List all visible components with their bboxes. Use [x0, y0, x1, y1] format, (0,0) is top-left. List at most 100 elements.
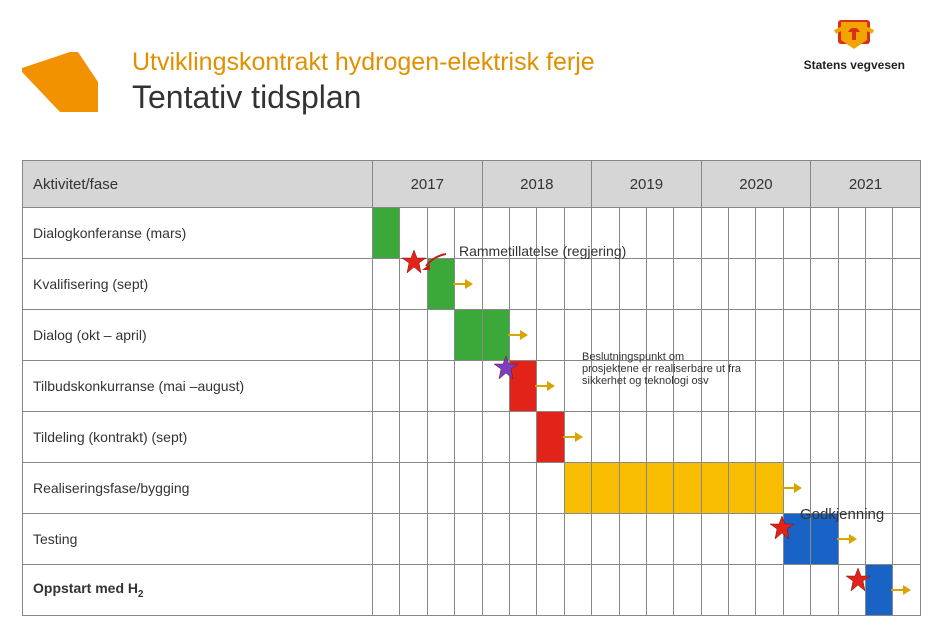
gantt-bar	[620, 463, 646, 513]
table-row: Dialog (okt – april)	[23, 310, 921, 361]
brand-logo-block: Statens vegvesen	[804, 18, 905, 72]
gantt-cell	[509, 412, 536, 463]
gantt-cell	[427, 514, 454, 565]
gantt-cell	[564, 310, 591, 361]
gantt-cell	[400, 361, 427, 412]
gantt-bar	[866, 565, 892, 615]
gantt-cell	[482, 565, 509, 616]
gantt-cell	[756, 310, 783, 361]
gantt-cell	[455, 310, 482, 361]
gantt-cell	[537, 259, 564, 310]
gantt-cell	[373, 361, 400, 412]
gantt-cell	[482, 361, 509, 412]
gantt-cell	[701, 310, 728, 361]
table-row: Kvalifisering (sept)	[23, 259, 921, 310]
gantt-cell	[756, 514, 783, 565]
gantt-cell	[373, 259, 400, 310]
gantt-cell	[811, 412, 838, 463]
gantt-cell	[427, 208, 454, 259]
gantt-cell	[537, 310, 564, 361]
gantt-cell	[400, 514, 427, 565]
gantt-cell	[619, 361, 646, 412]
gantt-cell	[674, 412, 701, 463]
gantt-cell	[783, 412, 810, 463]
gantt-cell	[592, 565, 619, 616]
gantt-cell	[838, 565, 865, 616]
callout-arrow-icon	[420, 252, 450, 277]
gantt-cell	[783, 514, 810, 565]
header: Utviklingskontrakt hydrogen-elektrisk fe…	[132, 48, 913, 116]
gantt-cell	[564, 565, 591, 616]
gantt-cell	[811, 565, 838, 616]
gantt-cell	[592, 361, 619, 412]
gantt-cell	[619, 208, 646, 259]
table-row: Dialogkonferanse (mars)	[23, 208, 921, 259]
brand-name: Statens vegvesen	[804, 58, 905, 72]
accent-shape-icon	[22, 52, 98, 112]
gantt-cell	[400, 565, 427, 616]
gantt-cell	[756, 259, 783, 310]
gantt-cell	[427, 412, 454, 463]
gantt-cell	[537, 361, 564, 412]
gantt-cell	[783, 565, 810, 616]
gantt-cell	[564, 412, 591, 463]
continuation-arrow-icon	[782, 487, 800, 489]
gantt-cell	[482, 514, 509, 565]
gantt-cell	[756, 361, 783, 412]
gantt-cell	[373, 412, 400, 463]
gantt-bar	[373, 208, 399, 258]
page-subtitle: Utviklingskontrakt hydrogen-elektrisk fe…	[132, 48, 913, 77]
continuation-arrow-icon	[563, 436, 581, 438]
gantt-cell	[811, 259, 838, 310]
gantt-cell	[373, 463, 400, 514]
gantt-cell	[646, 310, 673, 361]
gantt-cell	[564, 259, 591, 310]
activity-label: Oppstart med H2	[23, 565, 373, 616]
col-year-2021: 2021	[811, 161, 921, 208]
gantt-cell	[619, 514, 646, 565]
gantt-cell	[373, 514, 400, 565]
gantt-cell	[674, 565, 701, 616]
gantt-cell	[811, 463, 838, 514]
gantt-cell	[619, 412, 646, 463]
gantt-cell	[701, 361, 728, 412]
gantt-cell	[537, 565, 564, 616]
gantt-bar	[756, 463, 782, 513]
gantt-bar	[537, 412, 563, 462]
gantt-cell	[701, 208, 728, 259]
activity-label: Dialogkonferanse (mars)	[23, 208, 373, 259]
gantt-cell	[729, 514, 756, 565]
gantt-cell	[400, 310, 427, 361]
gantt-cell	[756, 412, 783, 463]
gantt-bar	[811, 514, 837, 564]
gantt-bar	[729, 463, 755, 513]
col-year-2017: 2017	[373, 161, 483, 208]
col-year-2019: 2019	[592, 161, 702, 208]
gantt-cell	[646, 259, 673, 310]
gantt-cell	[619, 310, 646, 361]
gantt-cell	[838, 463, 865, 514]
gantt-cell	[838, 259, 865, 310]
gantt-cell	[427, 565, 454, 616]
continuation-arrow-icon	[837, 538, 855, 540]
gantt-cell	[866, 514, 893, 565]
gantt-cell	[811, 208, 838, 259]
gantt-cell	[619, 259, 646, 310]
gantt-cell	[838, 514, 865, 565]
gantt-cell	[783, 310, 810, 361]
gantt-cell	[400, 412, 427, 463]
gantt-cell	[893, 514, 920, 565]
gantt-cell	[455, 412, 482, 463]
gantt-cell	[729, 463, 756, 514]
continuation-arrow-icon	[891, 589, 909, 591]
gantt-bar	[702, 463, 728, 513]
gantt-cell	[482, 463, 509, 514]
gantt-cell	[592, 514, 619, 565]
gantt-cell	[537, 514, 564, 565]
activity-label: Tildeling (kontrakt) (sept)	[23, 412, 373, 463]
gantt-cell	[729, 361, 756, 412]
gantt-cell	[373, 208, 400, 259]
col-activity-header: Aktivitet/fase	[23, 161, 373, 208]
gantt-cell	[592, 208, 619, 259]
gantt-cell	[646, 463, 673, 514]
